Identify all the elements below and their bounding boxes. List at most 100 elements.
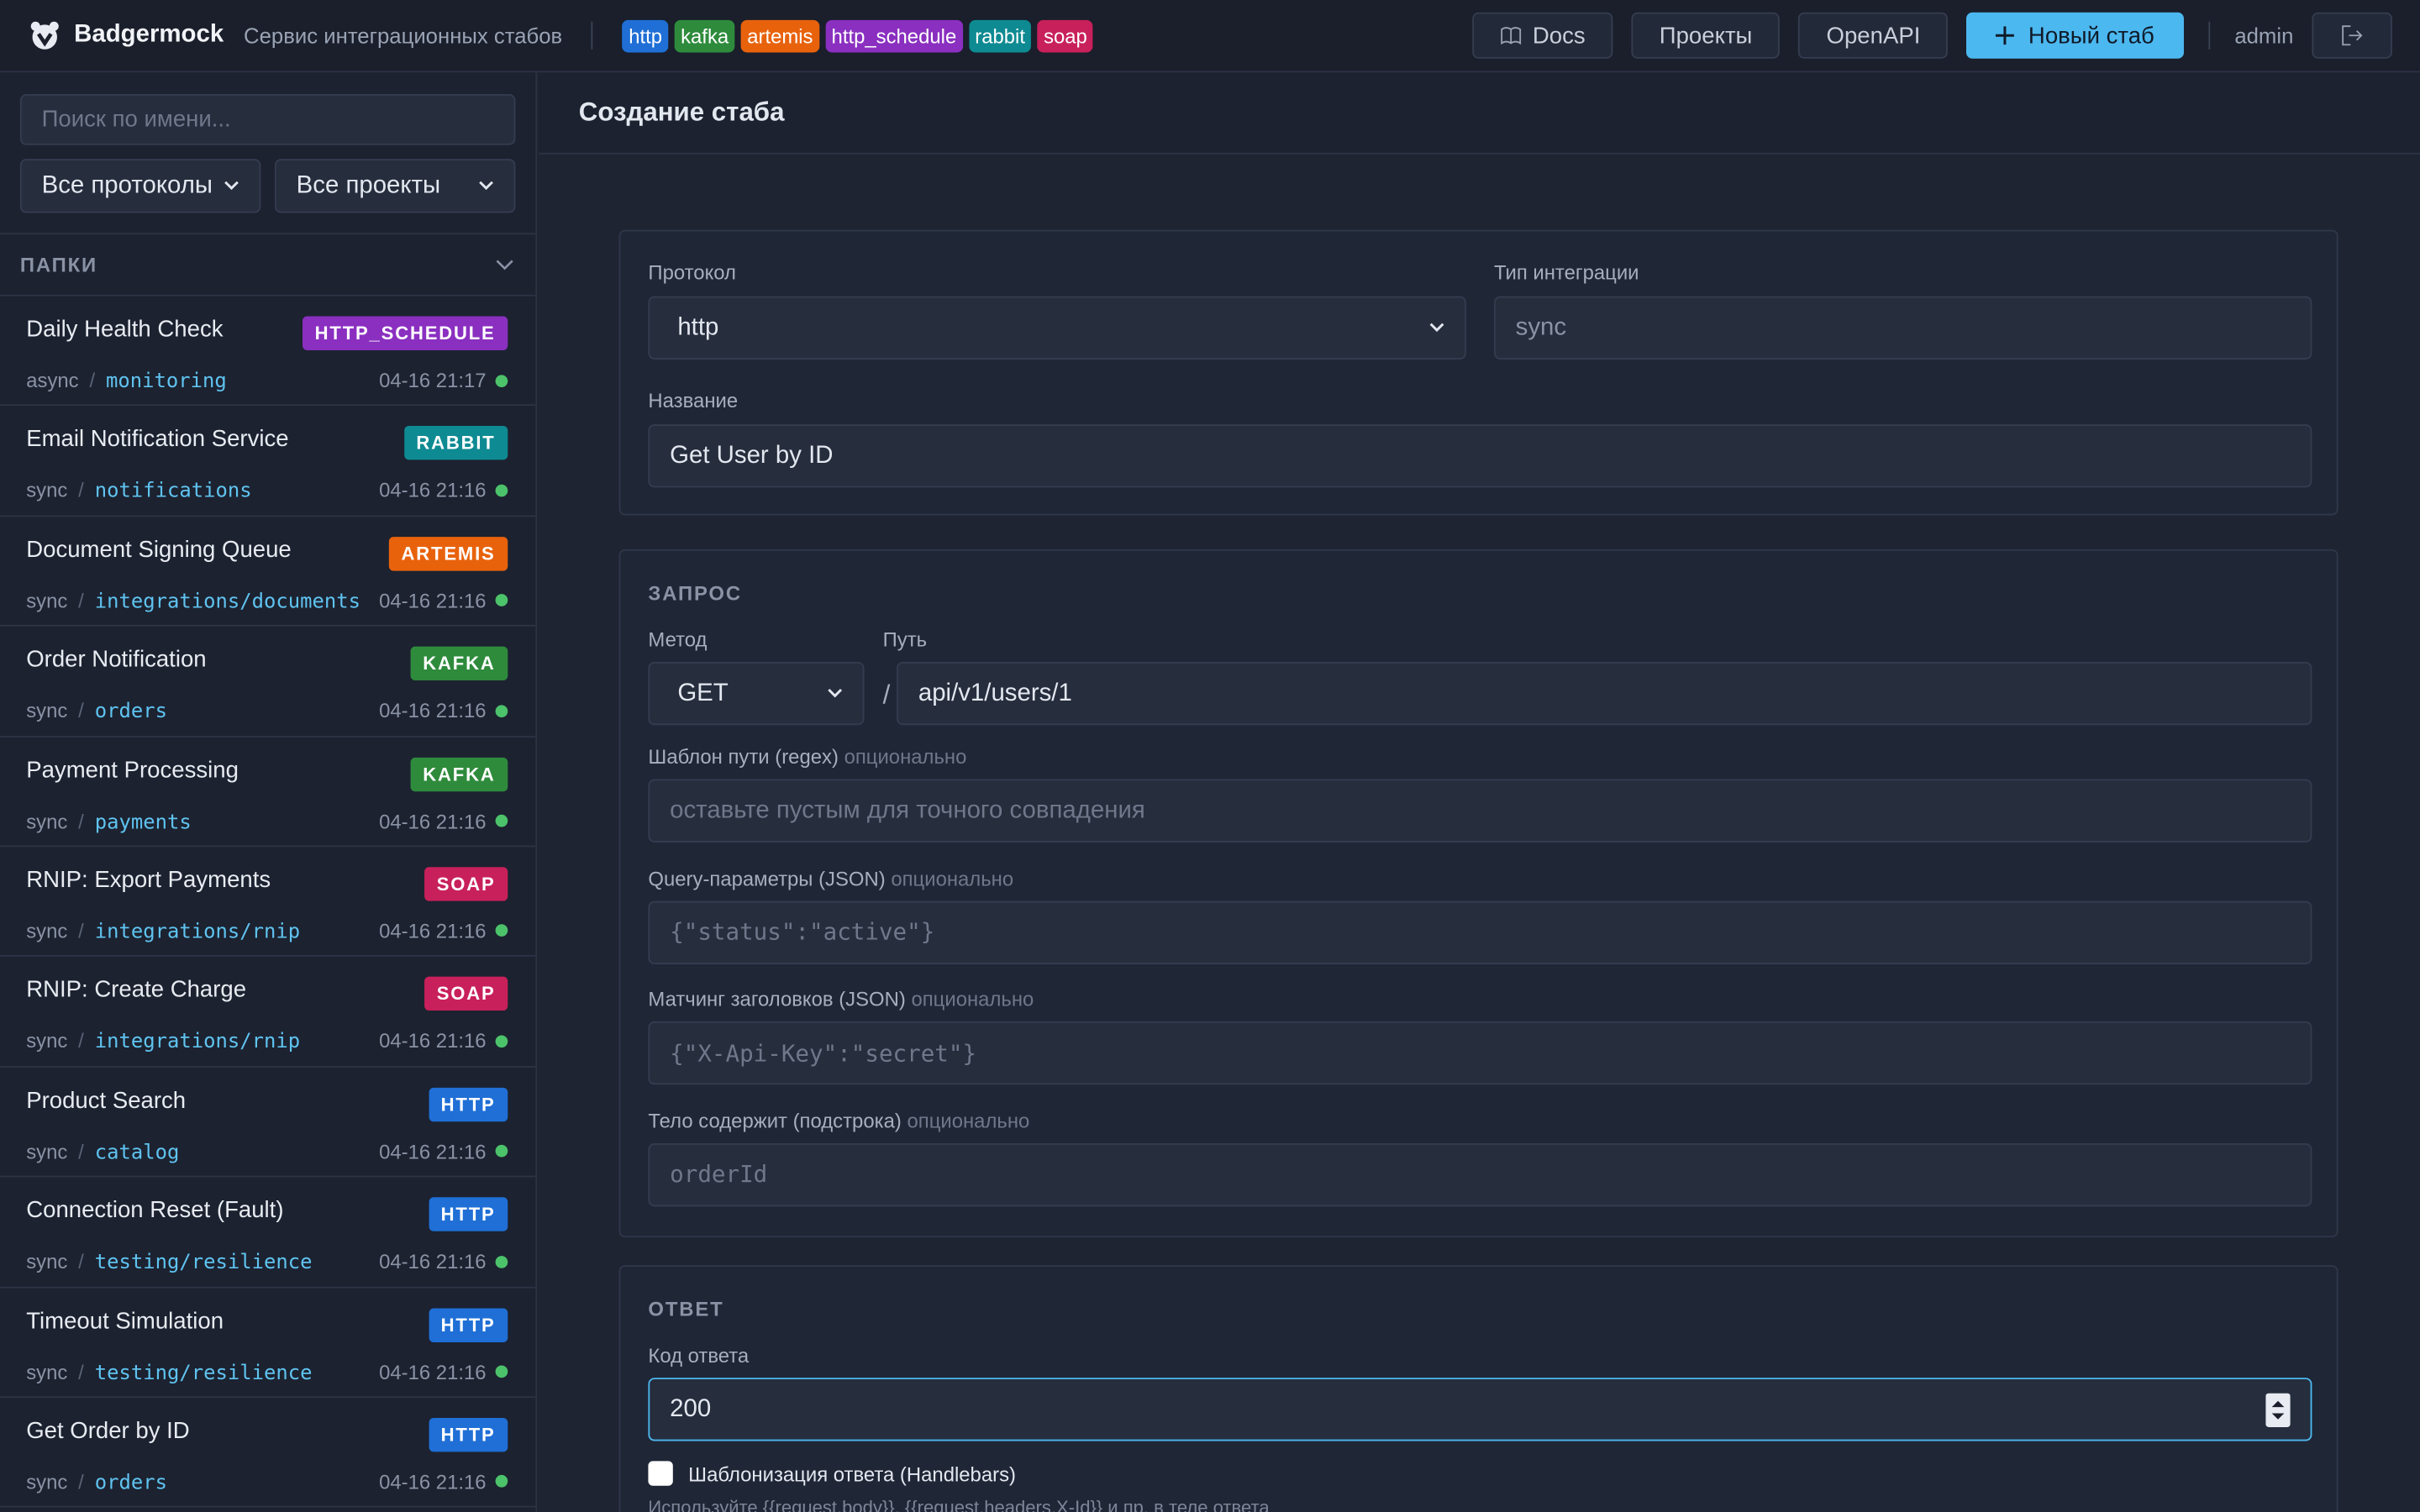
- field-label: Тело содержит (подстрока) опционально: [648, 1109, 1029, 1132]
- stub-mode: sync: [26, 479, 68, 502]
- stub-name: Payment Processing: [26, 757, 239, 784]
- stub-time: 04-16 21:17: [379, 368, 487, 392]
- stub-mode: sync: [26, 1139, 68, 1163]
- field-label: Тип интеграции: [1493, 260, 1639, 284]
- stub-path: catalog: [94, 1141, 180, 1165]
- stub-item[interactable]: Order Notification KAFKA sync / orders 04-16 …: [0, 627, 536, 738]
- stub-item[interactable]: Email Notification Service RABBIT sync / not…: [0, 407, 536, 517]
- stub-item[interactable]: Daily Health Check HTTP_SCHEDULE async / mon…: [0, 297, 536, 407]
- stub-mode: sync: [26, 1249, 68, 1273]
- openapi-button[interactable]: OpenAPI: [1798, 12, 1949, 59]
- protocol-tag[interactable]: kafka: [674, 18, 735, 52]
- projects-button[interactable]: Проекты: [1631, 12, 1781, 59]
- text-input[interactable]: {"X-Api-Key":"secret"}: [648, 1021, 2312, 1085]
- path-separator: /: [78, 919, 84, 943]
- protocol-tag[interactable]: rabbit: [968, 18, 1032, 52]
- new-stub-button[interactable]: Новый стаб: [1966, 12, 2184, 59]
- stub-name: Timeout Simulation: [26, 1307, 224, 1334]
- stub-list: Daily Health Check HTTP_SCHEDULE async / mon…: [0, 297, 536, 1509]
- stub-meta: sync / notifications: [26, 479, 251, 503]
- placeholder: Поиск по имени...: [41, 106, 231, 133]
- stub-item[interactable]: RNIP: Create Charge SOAP sync / integrations…: [0, 957, 536, 1068]
- protocol-badge: HTTP: [428, 1087, 508, 1121]
- path-separator: /: [78, 699, 84, 722]
- search-input[interactable]: Поиск по имени...: [19, 94, 516, 145]
- field-label: Код ответа: [648, 1343, 750, 1368]
- stub-item[interactable]: Get Order by ID HTTP sync / orders 04-16 21:1…: [0, 1398, 536, 1509]
- method-select[interactable]: GET: [648, 661, 865, 726]
- stub-time-wrap: 04-16 21:16: [379, 589, 508, 612]
- path-separator: /: [89, 368, 96, 392]
- path-separator: /: [78, 589, 84, 612]
- stub-time: 04-16 21:16: [379, 1360, 487, 1383]
- filter-value: Все проекты: [296, 171, 441, 199]
- stub-time-wrap: 04-16 21:16: [379, 1140, 508, 1163]
- chevron: [1429, 323, 1444, 333]
- text-input[interactable]: {"status":"active"}: [648, 900, 2312, 964]
- stub-mode: sync: [26, 1029, 68, 1053]
- folders-label: ПАПКИ: [19, 253, 98, 276]
- select-value: GET: [677, 680, 729, 706]
- checkbox-label: Шаблонизация ответа (Handlebars): [688, 1462, 1016, 1486]
- text-input[interactable]: orderId: [648, 1142, 2312, 1206]
- path-separator: /: [78, 1470, 84, 1494]
- optional-note: опционально: [891, 866, 1014, 890]
- protocol-select[interactable]: http: [648, 296, 1466, 360]
- status-dot: [495, 594, 508, 607]
- stub-name: Order Notification: [26, 646, 207, 674]
- stub-path: payments: [94, 811, 192, 834]
- logo-text: Badgermock: [74, 21, 224, 48]
- placeholder: {"status":"active"}: [670, 917, 935, 946]
- logo[interactable]: Badgermock: [28, 18, 224, 52]
- stub-time: 04-16 21:16: [379, 1470, 487, 1494]
- protocol-tag[interactable]: http_schedule: [825, 18, 963, 52]
- stub-item[interactable]: Product Search HTTP sync / catalog 04-16 21:1…: [0, 1068, 536, 1178]
- protocol-tag[interactable]: artemis: [740, 18, 819, 52]
- field-label: Шаблон пути (regex) опционально: [648, 745, 966, 769]
- docs-button[interactable]: Docs: [1472, 12, 1613, 59]
- text-input[interactable]: оставьте пустым для точного совпадения: [648, 779, 2312, 843]
- folders-toggle[interactable]: ПАПКИ: [0, 233, 536, 297]
- stub-time-wrap: 04-16 21:17: [379, 369, 508, 392]
- protocol-badge: KAFKA: [410, 646, 508, 681]
- project-filter[interactable]: Все проекты: [274, 159, 516, 213]
- stub-item[interactable]: Document Signing Queue ARTEMIS sync / integr…: [0, 517, 536, 627]
- field-value: 200: [670, 1395, 712, 1422]
- stub-time-wrap: 04-16 21:16: [379, 809, 508, 832]
- status-dot: [495, 374, 508, 387]
- stub-item[interactable]: Connection Reset (Fault) HTTP sync / testing…: [0, 1178, 536, 1288]
- protocol-badge: KAFKA: [410, 757, 508, 791]
- spinner[interactable]: [2265, 1392, 2291, 1427]
- stub-item[interactable]: RNIP: Export Payments SOAP sync / integratio…: [0, 847, 536, 958]
- field-label: Название: [648, 388, 739, 412]
- templating-checkbox[interactable]: [648, 1461, 673, 1486]
- protocol-tag[interactable]: soap: [1037, 18, 1094, 52]
- field-label: Метод: [648, 627, 708, 652]
- stub-meta: sync / testing/resilience: [26, 1250, 312, 1274]
- field-value: sync: [1515, 313, 1567, 341]
- logout-button[interactable]: [2312, 12, 2392, 59]
- field-label: Матчинг заголовков (JSON) опционально: [648, 988, 1034, 1011]
- stub-meta: sync / orders: [26, 699, 167, 723]
- stub-meta: async / monitoring: [26, 369, 227, 393]
- stub-time-wrap: 04-16 21:16: [379, 1250, 508, 1273]
- logo-icon: [30, 21, 59, 50]
- header: Badgermock Сервис интеграционных стабов …: [0, 0, 2420, 73]
- section-heading: ОТВЕТ: [648, 1297, 724, 1321]
- section-heading: ЗАПРОС: [648, 581, 742, 606]
- code-input[interactable]: 200: [648, 1378, 2312, 1441]
- name-input[interactable]: Get User by ID: [648, 424, 2312, 488]
- path-input[interactable]: api/v1/users/1: [897, 661, 2312, 726]
- stub-item[interactable]: Timeout Simulation HTTP sync / testing/resil…: [0, 1288, 536, 1398]
- nav-label: Проекты: [1659, 22, 1753, 49]
- user-name: admin: [2234, 23, 2294, 48]
- protocol-filter[interactable]: Все протоколы: [19, 159, 261, 213]
- stub-mode: sync: [26, 919, 68, 943]
- stub-path: monitoring: [105, 370, 227, 394]
- stub-mode: async: [26, 368, 79, 392]
- sidebar: Поиск по имени... Все протоколы Все прое…: [0, 72, 538, 1512]
- protocol-badge: HTTP: [428, 1307, 508, 1342]
- stub-item[interactable]: Payment Processing KAFKA sync / payments 04-1…: [0, 737, 536, 848]
- protocol-tag[interactable]: http: [622, 18, 669, 52]
- stub-meta: sync / payments: [26, 809, 192, 833]
